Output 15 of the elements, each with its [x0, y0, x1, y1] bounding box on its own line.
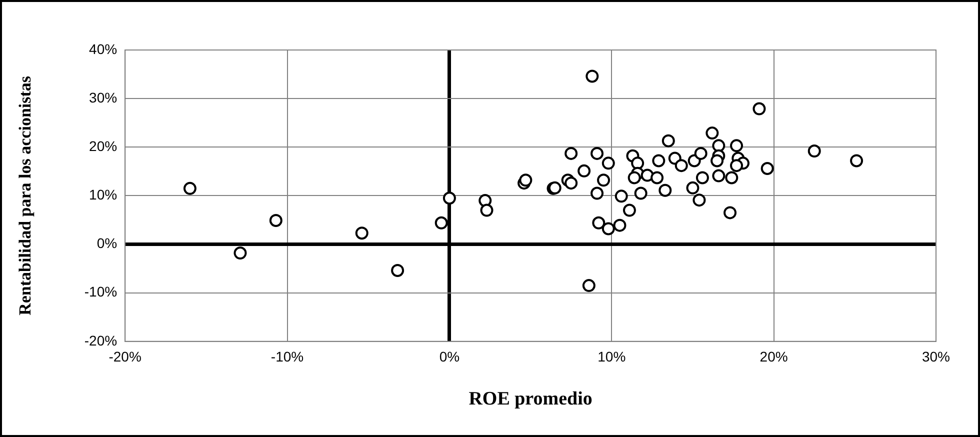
x-tick-label: 20%: [760, 348, 788, 365]
y-axis-title: Rentabilidad para los accionistas: [16, 76, 35, 316]
y-tick-label: 10%: [89, 186, 118, 203]
y-tick-label: -10%: [84, 284, 118, 300]
y-tick-label: 40%: [89, 40, 118, 57]
y-tick-label: 0%: [96, 235, 118, 252]
y-tick-label: 30%: [89, 89, 118, 106]
x-tick-label: -10%: [270, 348, 304, 365]
y-tick-label: -20%: [84, 332, 118, 348]
x-tick-label: 10%: [598, 348, 626, 365]
y-tick-label: 20%: [89, 138, 118, 154]
x-axis-title: ROE promedio: [468, 388, 592, 410]
x-tick-label: 30%: [922, 348, 950, 365]
x-tick-label: -20%: [108, 348, 142, 365]
x-tick-label: 0%: [439, 348, 460, 365]
